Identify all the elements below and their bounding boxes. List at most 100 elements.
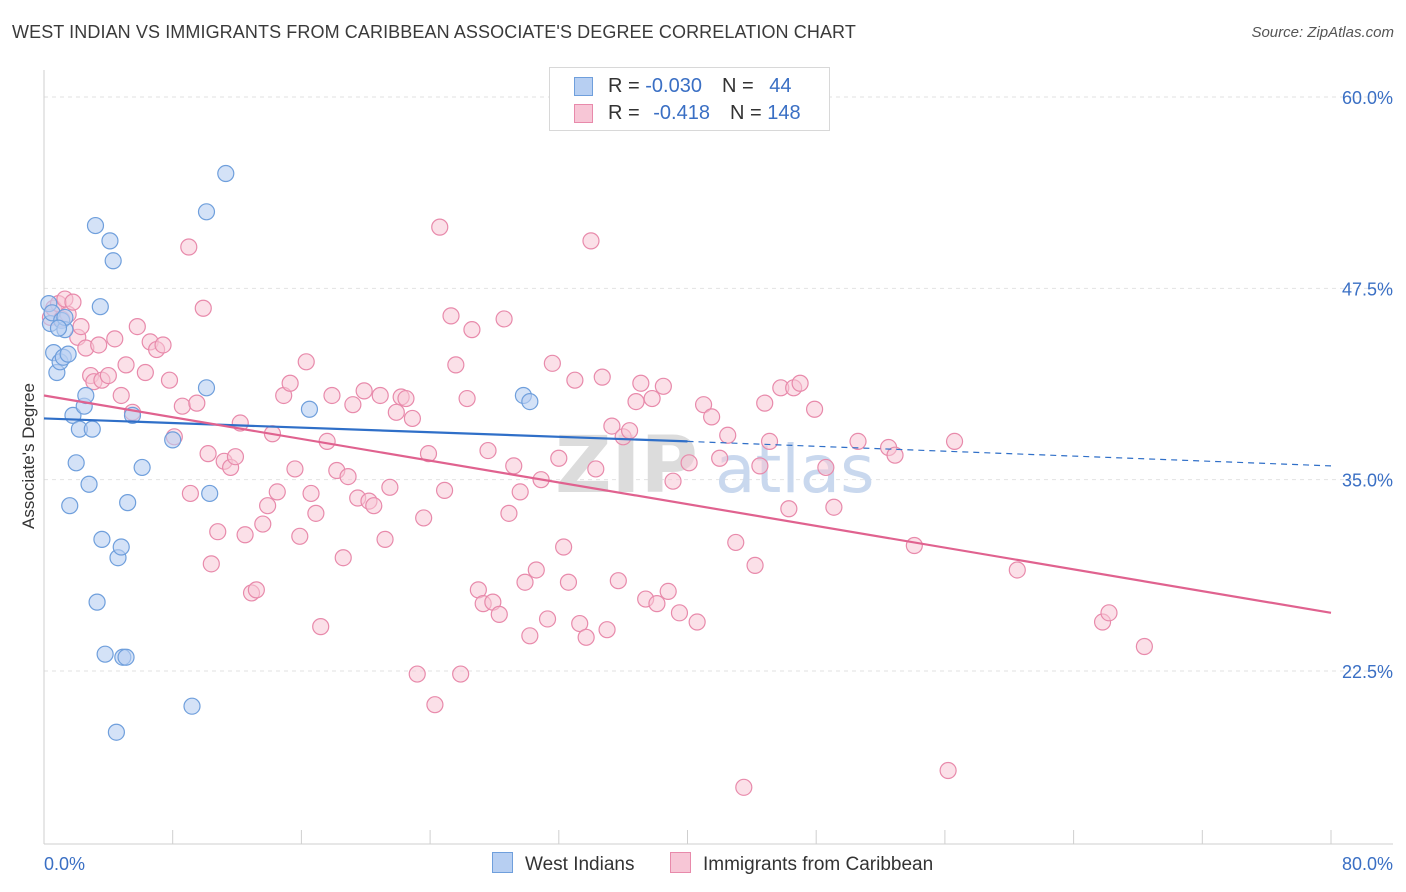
point-west-indians-16 — [80, 475, 98, 493]
point-immigrants-96 — [550, 449, 568, 467]
point-immigrants-63 — [371, 386, 389, 405]
point-immigrants-128 — [756, 394, 774, 412]
point-immigrants-20 — [136, 363, 154, 382]
trend-lines — [43, 394, 1332, 614]
point-west-indians-10 — [61, 497, 79, 515]
point-west-indians-39 — [300, 400, 319, 418]
point-west-indians-25 — [107, 723, 125, 741]
point-immigrants-94 — [538, 610, 557, 628]
point-immigrants-29 — [188, 394, 206, 412]
point-immigrants-36 — [226, 448, 245, 466]
trend-line-immigrants — [43, 394, 1332, 614]
legend: R = -0.030 N = 44 R = -0.418 N = 148 — [549, 67, 830, 131]
point-immigrants-15 — [106, 330, 124, 348]
point-immigrants-23 — [154, 336, 172, 354]
x-tick-label-1: 80.0% — [1342, 854, 1393, 874]
point-immigrants-78 — [452, 665, 470, 683]
point-immigrants-46 — [281, 374, 299, 392]
point-immigrants-147 — [751, 457, 769, 475]
point-immigrants-105 — [598, 621, 616, 639]
point-immigrants-77 — [447, 356, 465, 374]
point-immigrants-62 — [365, 497, 383, 515]
point-immigrants-101 — [577, 628, 595, 646]
legend-r-value-2: -0.418 — [653, 102, 710, 124]
point-immigrants-57 — [339, 468, 357, 486]
point-immigrants-114 — [648, 595, 666, 613]
y-tick-label-3: 22.5% — [1342, 662, 1393, 682]
point-immigrants-58 — [344, 396, 362, 414]
point-west-indians-32 — [133, 458, 151, 477]
point-immigrants-60 — [355, 382, 373, 400]
point-immigrants-131 — [780, 500, 798, 518]
point-immigrants-73 — [426, 696, 444, 714]
point-immigrants-103 — [587, 460, 605, 478]
trend-line-west-indians — [43, 417, 688, 443]
tick-labels: 60.0% 47.5% 35.0% 22.5% 0.0% 80.0% — [44, 88, 1393, 874]
point-immigrants-14 — [99, 366, 117, 385]
point-west-indians-35 — [197, 379, 216, 397]
point-immigrants-88 — [505, 457, 523, 475]
legend-n-value-2: 148 — [767, 102, 801, 124]
point-immigrants-12 — [90, 336, 108, 354]
trend-line-west-indians-extension — [687, 440, 1332, 467]
legend-r-label-1: R = — [608, 75, 646, 97]
point-immigrants-19 — [128, 318, 146, 336]
point-immigrants-100 — [571, 614, 589, 633]
y-tick-label-0: 60.0% — [1342, 88, 1393, 108]
point-immigrants-27 — [180, 238, 198, 256]
point-immigrants-28 — [181, 484, 199, 503]
legend-n-value-1: 44 — [769, 75, 792, 97]
point-immigrants-49 — [297, 353, 315, 371]
point-west-indians-33 — [164, 431, 182, 449]
legend-n-label-1: N = — [721, 75, 760, 97]
point-immigrants-26 — [173, 397, 191, 415]
point-west-indians-27 — [112, 538, 130, 556]
point-immigrants-118 — [670, 604, 689, 622]
point-immigrants-144 — [1100, 604, 1118, 622]
point-immigrants-85 — [490, 605, 508, 623]
point-immigrants-107 — [609, 572, 627, 590]
point-immigrants-47 — [286, 460, 304, 478]
point-immigrants-70 — [408, 665, 426, 683]
point-west-indians-38 — [217, 164, 235, 183]
point-immigrants-119 — [680, 454, 698, 472]
point-immigrants-142 — [1008, 561, 1026, 579]
point-immigrants-99 — [566, 371, 584, 389]
point-immigrants-87 — [500, 504, 518, 522]
bottom-legend-swatch-pink — [670, 852, 691, 873]
point-immigrants-44 — [268, 483, 286, 501]
point-immigrants-141 — [945, 432, 964, 450]
point-immigrants-120 — [688, 613, 706, 631]
point-immigrants-65 — [381, 478, 399, 496]
point-immigrants-68 — [397, 389, 415, 408]
legend-swatch-blue — [574, 77, 593, 96]
point-immigrants-122 — [703, 408, 721, 426]
y-tick-label-2: 35.0% — [1342, 471, 1393, 491]
bottom-legend-immigrants: Immigrants from Caribbean — [670, 852, 933, 876]
source-label: Source: ZipAtlas.com — [1251, 24, 1394, 41]
bottom-legend-label-2: Immigrants from Caribbean — [703, 854, 934, 875]
point-immigrants-129 — [760, 432, 779, 450]
legend-n-label-2: N = — [729, 102, 768, 124]
point-immigrants-69 — [403, 409, 422, 428]
point-immigrants-110 — [627, 393, 645, 411]
point-immigrants-54 — [323, 386, 341, 405]
point-immigrants-90 — [516, 573, 534, 591]
legend-swatch-pink — [574, 104, 593, 123]
point-immigrants-66 — [387, 403, 405, 421]
y-axis-label: Associate's Degree — [19, 383, 38, 529]
point-west-indians-18 — [86, 216, 105, 235]
point-immigrants-83 — [479, 441, 497, 460]
point-immigrants-133 — [791, 374, 809, 392]
point-west-indians-30 — [119, 494, 137, 512]
point-immigrants-124 — [719, 426, 737, 444]
point-west-indians-12 — [67, 454, 85, 472]
point-immigrants-56 — [334, 549, 352, 567]
point-immigrants-125 — [727, 533, 745, 552]
point-immigrants-136 — [825, 498, 843, 516]
point-west-indians-24 — [104, 252, 122, 270]
legend-text-1: R = -0.030 N = 44 — [608, 75, 791, 98]
point-immigrants-113 — [643, 389, 661, 408]
series-immigrants-from-caribbean — [41, 218, 1153, 796]
